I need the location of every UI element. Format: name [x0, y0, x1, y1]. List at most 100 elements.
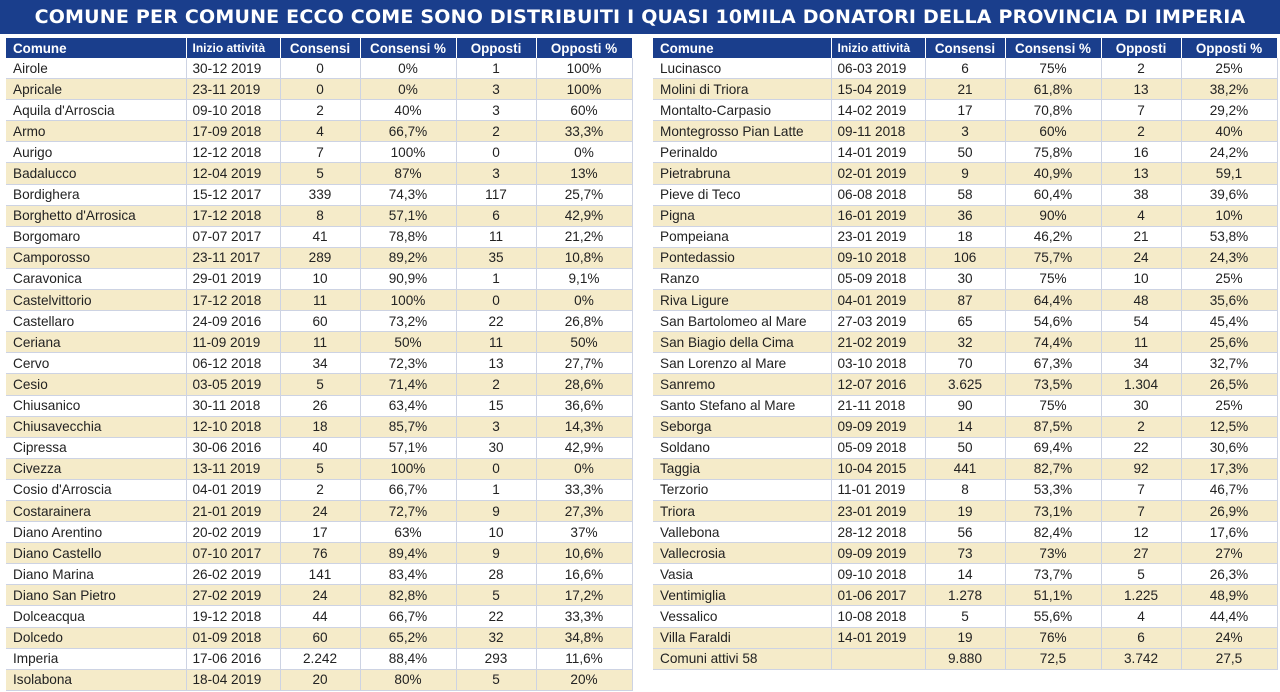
- comune-cell: Badalucco: [6, 162, 187, 185]
- opposti-pct-cell: 24,2%: [1181, 141, 1278, 164]
- consensi-cell: 2: [280, 99, 361, 122]
- table-row: Triora 23-01 2019 19 73,1% 7 26,9%: [653, 500, 1278, 523]
- inizio-attivita-cell: 30-12 2019: [186, 58, 281, 80]
- consensi-cell: 58: [925, 184, 1006, 206]
- table-row: Santo Stefano al Mare 21-11 2018 90 75% 30 25…: [653, 395, 1278, 417]
- consensi-pct-cell: 75,8%: [1005, 141, 1102, 164]
- table-body: Airole 30-12 2019 0 0% 1 100% Apricale 23-11 20…: [6, 58, 633, 691]
- consensi-cell: 30: [925, 268, 1006, 291]
- consensi-cell: 8: [280, 205, 361, 227]
- consensi-pct-cell: 73,1%: [1005, 500, 1102, 523]
- inizio-attivita-cell: 21-02 2019: [831, 331, 926, 354]
- comune-cell: Costarainera: [6, 500, 187, 523]
- opposti-pct-cell: 27,7%: [536, 352, 633, 375]
- comune-cell: Ceriana: [6, 331, 187, 354]
- consensi-cell: 2.242: [280, 648, 361, 670]
- comune-cell: Caravonica: [6, 268, 187, 291]
- comune-cell: Seborga: [653, 416, 832, 438]
- consensi-pct-cell: 87,5%: [1005, 416, 1102, 438]
- consensi-cell: 4: [280, 120, 361, 143]
- opposti-pct-cell: 21,2%: [536, 226, 633, 248]
- consensi-pct-cell: 64,4%: [1005, 289, 1102, 312]
- consensi-cell: 0: [280, 58, 361, 80]
- consensi-cell: 19: [925, 627, 1006, 649]
- opposti-pct-cell: 100%: [536, 78, 633, 101]
- comune-cell: Perinaldo: [653, 141, 832, 164]
- inizio-attivita-cell: 30-06 2016: [186, 437, 281, 459]
- inizio-attivita-cell: 15-12 2017: [186, 184, 281, 206]
- consensi-pct-cell: 83,4%: [360, 563, 457, 586]
- inizio-attivita-cell: 05-09 2018: [831, 268, 926, 291]
- consensi-cell: 32: [925, 331, 1006, 354]
- comune-cell: San Lorenzo al Mare: [653, 352, 832, 375]
- inizio-attivita-cell: 06-08 2018: [831, 184, 926, 206]
- comune-cell: Vessalico: [653, 605, 832, 628]
- table-row: Pompeiana 23-01 2019 18 46,2% 21 53,8%: [653, 226, 1278, 248]
- consensi-pct-cell: 73,2%: [360, 310, 457, 333]
- opposti-cell: 13: [456, 352, 537, 375]
- opposti-cell: 54: [1101, 310, 1182, 333]
- total-opposti-pct-cell: 27,5: [1181, 648, 1278, 670]
- consensi-pct-cell: 72,7%: [360, 500, 457, 523]
- inizio-attivita-cell: 06-03 2019: [831, 58, 926, 80]
- opposti-cell: 7: [1101, 99, 1182, 122]
- opposti-pct-cell: 30,6%: [1181, 437, 1278, 459]
- comune-cell: Diano San Pietro: [6, 584, 187, 607]
- donors-table-right: Comune Inizio attività Consensi Consensi % O…: [653, 38, 1278, 670]
- table-row: Isolabona 18-04 2019 20 80% 5 20%: [6, 669, 633, 691]
- opposti-cell: 3: [456, 416, 537, 438]
- opposti-cell: 1: [456, 58, 537, 80]
- inizio-attivita-cell: 26-02 2019: [186, 563, 281, 586]
- inizio-attivita-cell: 21-01 2019: [186, 500, 281, 523]
- table-row: Cipressa 30-06 2016 40 57,1% 30 42,9%: [6, 437, 633, 459]
- inizio-attivita-cell: 17-12 2018: [186, 289, 281, 312]
- comune-cell: Cesio: [6, 373, 187, 396]
- consensi-pct-cell: 57,1%: [360, 437, 457, 459]
- opposti-pct-cell: 0%: [536, 141, 633, 164]
- opposti-cell: 5: [456, 584, 537, 607]
- consensi-cell: 14: [925, 416, 1006, 438]
- header-inizio-attivita: Inizio attività: [831, 38, 926, 58]
- opposti-pct-cell: 53,8%: [1181, 226, 1278, 248]
- consensi-pct-cell: 70,8%: [1005, 99, 1102, 122]
- total-consensi-pct-cell: 72,5: [1005, 648, 1102, 670]
- opposti-pct-cell: 39,6%: [1181, 184, 1278, 206]
- consensi-cell: 90: [925, 395, 1006, 417]
- consensi-pct-cell: 60,4%: [1005, 184, 1102, 206]
- consensi-cell: 19: [925, 500, 1006, 523]
- consensi-cell: 26: [280, 395, 361, 417]
- comune-cell: Cipressa: [6, 437, 187, 459]
- inizio-attivita-cell: 18-04 2019: [186, 669, 281, 691]
- total-inizio-attivita-cell: [831, 648, 926, 670]
- inizio-attivita-cell: 23-11 2019: [186, 78, 281, 101]
- inizio-attivita-cell: 23-01 2019: [831, 500, 926, 523]
- comune-cell: San Biagio della Cima: [653, 331, 832, 354]
- table-row: Cesio 03-05 2019 5 71,4% 2 28,6%: [6, 373, 633, 396]
- consensi-pct-cell: 82,8%: [360, 584, 457, 607]
- header-opposti-pct: Opposti %: [1181, 38, 1278, 58]
- table-row: Pieve di Teco 06-08 2018 58 60,4% 38 39,6%: [653, 184, 1278, 206]
- inizio-attivita-cell: 12-07 2016: [831, 373, 926, 396]
- comune-cell: Castellaro: [6, 310, 187, 333]
- inizio-attivita-cell: 17-09 2018: [186, 120, 281, 143]
- consensi-cell: 73: [925, 542, 1006, 565]
- consensi-pct-cell: 74,4%: [1005, 331, 1102, 354]
- opposti-cell: 1: [456, 268, 537, 291]
- consensi-cell: 20: [280, 669, 361, 691]
- opposti-cell: 7: [1101, 479, 1182, 501]
- inizio-attivita-cell: 09-10 2018: [831, 563, 926, 586]
- comune-cell: Diano Castello: [6, 542, 187, 565]
- inizio-attivita-cell: 09-10 2018: [186, 99, 281, 122]
- table-row: Pigna 16-01 2019 36 90% 4 10%: [653, 205, 1278, 227]
- consensi-pct-cell: 0%: [360, 58, 457, 80]
- inizio-attivita-cell: 14-02 2019: [831, 99, 926, 122]
- comune-cell: Taggia: [653, 458, 832, 480]
- comune-cell: Lucinasco: [653, 58, 832, 80]
- opposti-pct-cell: 13%: [536, 162, 633, 185]
- consensi-cell: 40: [280, 437, 361, 459]
- consensi-pct-cell: 55,6%: [1005, 605, 1102, 628]
- consensi-pct-cell: 46,2%: [1005, 226, 1102, 248]
- opposti-cell: 10: [456, 521, 537, 544]
- inizio-attivita-cell: 14-01 2019: [831, 141, 926, 164]
- opposti-pct-cell: 42,9%: [536, 205, 633, 227]
